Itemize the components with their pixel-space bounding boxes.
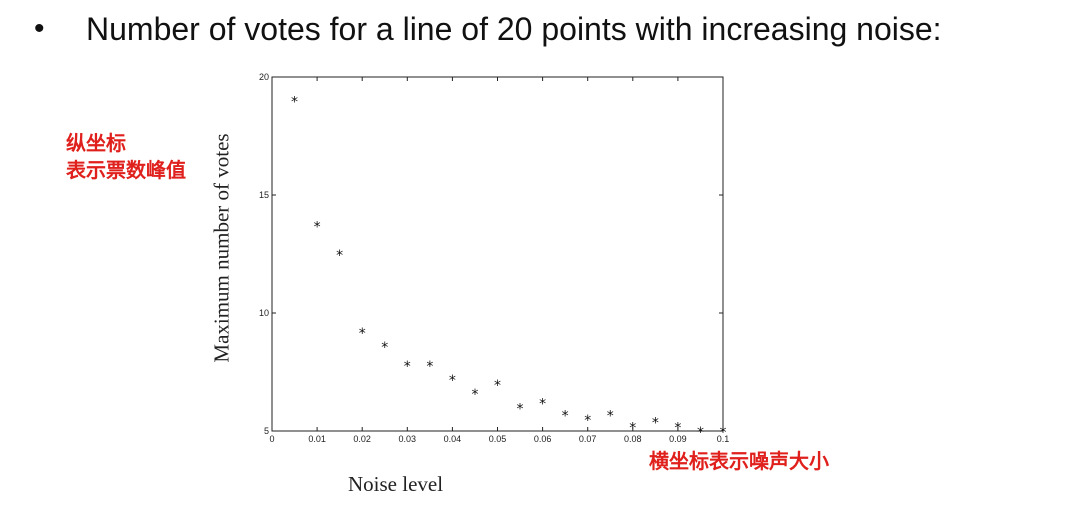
- slide-heading: Number of votes for a line of 20 points …: [86, 10, 942, 47]
- data-point: *: [494, 378, 501, 394]
- data-point: *: [629, 420, 636, 436]
- data-point: *: [562, 408, 569, 424]
- data-point: *: [652, 416, 659, 432]
- x-tick-label: 0.03: [399, 434, 417, 444]
- x-tick-label: 0.02: [353, 434, 371, 444]
- x-axis-annotation: 横坐标表示噪声大小: [649, 449, 829, 473]
- y-annotation-line-1: 纵坐标: [66, 131, 126, 155]
- data-point: *: [426, 359, 433, 375]
- data-point: *: [404, 359, 411, 375]
- data-point: *: [471, 387, 478, 403]
- data-point: *: [720, 425, 727, 441]
- y-axis-annotation: 纵坐标 表示票数峰值: [66, 130, 186, 184]
- x-tick-label: 0: [269, 434, 274, 444]
- data-point: *: [517, 401, 524, 417]
- data-point: *: [539, 397, 546, 413]
- y-axis-label: Maximum number of votes: [209, 133, 234, 363]
- y-annotation-line-2: 表示票数峰值: [66, 158, 186, 182]
- data-point: *: [314, 220, 321, 236]
- y-tick-label: 10: [259, 308, 269, 318]
- x-axis-label: Noise level: [348, 472, 444, 496]
- data-point: *: [336, 248, 343, 264]
- y-tick-label: 15: [259, 190, 269, 200]
- y-tick-label: 5: [264, 426, 269, 436]
- x-tick-label: 0.04: [444, 434, 462, 444]
- data-point: *: [584, 413, 591, 429]
- x-tick-label: 0.08: [624, 434, 642, 444]
- bullet-dot: •: [34, 12, 45, 45]
- x-tick-label: 0.09: [669, 434, 687, 444]
- data-point: *: [674, 420, 681, 436]
- x-tick-label: 0.01: [308, 434, 326, 444]
- bullet-line: • Number of votes for a line of 20 point…: [34, 6, 942, 52]
- data-point: *: [449, 373, 456, 389]
- x-tick-label: 0.05: [489, 434, 507, 444]
- x-tick-label: 0.1: [717, 434, 730, 444]
- data-point: *: [697, 425, 704, 441]
- x-tick-label: 0.06: [534, 434, 552, 444]
- x-tick-label: 0.07: [579, 434, 597, 444]
- data-point: *: [359, 326, 366, 342]
- data-point: *: [607, 408, 614, 424]
- data-point: *: [291, 95, 298, 111]
- data-point: *: [381, 340, 388, 356]
- y-tick-label: 20: [259, 72, 269, 82]
